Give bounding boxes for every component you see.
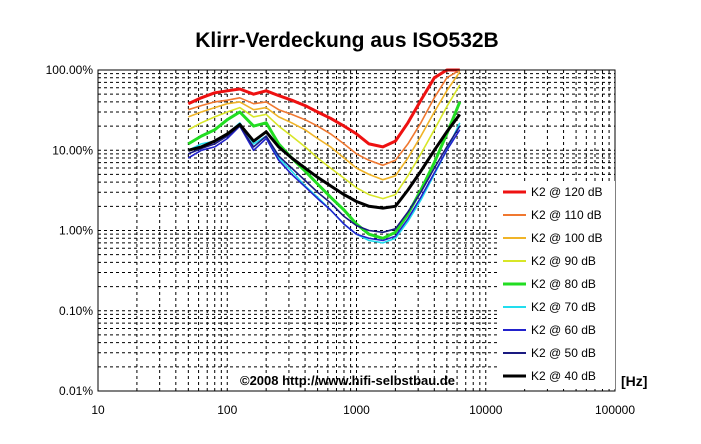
series-line [187,101,462,240]
chart-title: Klirr-Verdeckung aus ISO532B [195,29,498,52]
series-line [187,125,461,234]
series-line [187,68,460,149]
copyright-note: ©2008 http://www.hifi-selbstbau.de [240,373,455,388]
y-tick-label: 1.00% [59,224,93,238]
y-tick-label: 0.01% [59,384,93,398]
legend-label: K2 @ 50 dB [531,346,596,360]
legend-label: K2 @ 100 dB [531,231,603,245]
legend-label: K2 @ 110 dB [531,208,602,222]
y-axis: 0.01% 0.10% 1.00% 10.00% 100.00% [46,63,94,398]
x-unit-label: [Hz] [621,373,647,389]
series-line [188,71,461,181]
legend: K2 @ 120 dB K2 @ 110 dB K2 @ 100 dB K2 @ 90… [497,181,615,389]
y-tick-label: 0.10% [59,304,93,318]
x-tick-label: 100 [217,403,237,417]
x-axis: 10 100 1000 10000 100000 [91,403,635,417]
y-tick-label: 10.00% [52,143,93,157]
series-line [187,125,461,242]
legend-label: K2 @ 90 dB [531,254,596,268]
x-tick-label: 100000 [595,403,635,417]
series-lines [187,68,462,244]
legend-label: K2 @ 70 dB [531,300,596,314]
x-tick-label: 10000 [469,403,503,417]
legend-label: K2 @ 80 dB [531,277,596,291]
x-tick-label: 10 [91,403,105,417]
legend-label: K2 @ 60 dB [531,323,596,337]
y-tick-label: 100.00% [46,63,94,77]
legend-label: K2 @ 120 dB [531,185,603,199]
series-line [187,84,461,200]
series-line [187,113,462,210]
legend-label: K2 @ 40 dB [531,369,596,383]
x-tick-label: 1000 [343,403,370,417]
series-line [188,69,461,167]
